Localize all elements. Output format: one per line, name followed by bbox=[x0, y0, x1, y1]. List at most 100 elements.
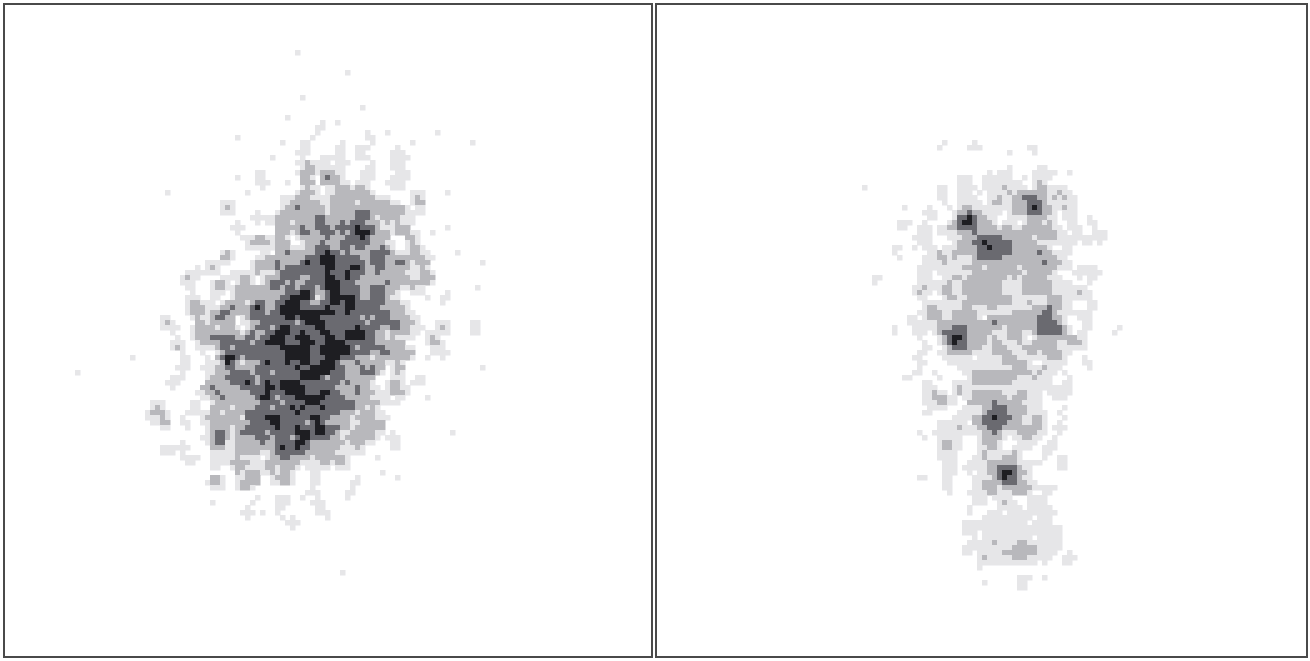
density-cell bbox=[285, 235, 291, 241]
density-cell bbox=[280, 325, 286, 331]
density-cell bbox=[967, 145, 973, 151]
density-cell bbox=[315, 185, 321, 191]
density-cell bbox=[320, 295, 326, 301]
density-cell bbox=[235, 300, 241, 306]
density-cell bbox=[1062, 355, 1068, 361]
density-cell bbox=[992, 210, 998, 216]
density-cell bbox=[325, 350, 331, 356]
density-cell bbox=[365, 375, 371, 381]
density-cell bbox=[290, 230, 296, 236]
density-cell bbox=[285, 465, 291, 471]
density-cell bbox=[260, 240, 266, 246]
density-cell bbox=[270, 395, 276, 401]
density-cell bbox=[335, 375, 341, 381]
density-cell bbox=[190, 405, 196, 411]
density-cell bbox=[280, 455, 286, 461]
density-cell bbox=[972, 145, 978, 151]
density-cell bbox=[957, 340, 963, 346]
density-cell bbox=[1062, 320, 1068, 326]
density-cell bbox=[1072, 225, 1078, 231]
density-cell bbox=[245, 190, 251, 196]
density-cell bbox=[420, 190, 426, 196]
density-cell bbox=[335, 290, 341, 296]
density-cell bbox=[445, 295, 451, 301]
density-cell bbox=[370, 140, 376, 146]
density-cell bbox=[220, 460, 226, 466]
density-cell bbox=[265, 430, 271, 436]
density-cell bbox=[957, 360, 963, 366]
density-cell bbox=[1012, 230, 1018, 236]
density-cell bbox=[300, 225, 306, 231]
density-cell bbox=[220, 200, 226, 206]
density-cell bbox=[1007, 270, 1013, 276]
density-cell bbox=[987, 205, 993, 211]
density-cell bbox=[315, 480, 321, 486]
density-cell bbox=[1007, 235, 1013, 241]
density-cell bbox=[310, 305, 316, 311]
density-cell bbox=[1047, 360, 1053, 366]
density-cell bbox=[987, 170, 993, 176]
density-cell bbox=[355, 425, 361, 431]
density-cell bbox=[922, 380, 928, 386]
density-cell bbox=[205, 340, 211, 346]
density-cell bbox=[1012, 300, 1018, 306]
density-cell bbox=[300, 295, 306, 301]
density-cell bbox=[982, 455, 988, 461]
density-cell bbox=[932, 255, 938, 261]
density-cell bbox=[325, 420, 331, 426]
density-cell bbox=[440, 345, 446, 351]
density-cell bbox=[927, 240, 933, 246]
density-cell bbox=[1007, 255, 1013, 261]
density-cell bbox=[1037, 510, 1043, 516]
density-cell bbox=[952, 325, 958, 331]
density-cell bbox=[270, 310, 276, 316]
density-cell bbox=[1082, 345, 1088, 351]
density-cell bbox=[215, 410, 221, 416]
density-cell bbox=[1027, 225, 1033, 231]
density-cell bbox=[1067, 250, 1073, 256]
density-cell bbox=[365, 195, 371, 201]
density-cell bbox=[972, 315, 978, 321]
density-cell bbox=[1057, 345, 1063, 351]
density-cell bbox=[285, 270, 291, 276]
density-cell bbox=[405, 255, 411, 261]
density-cell bbox=[360, 400, 366, 406]
density-cell bbox=[280, 385, 286, 391]
density-cell bbox=[932, 370, 938, 376]
density-cell bbox=[1002, 265, 1008, 271]
density-cell bbox=[305, 175, 311, 181]
density-cell bbox=[355, 400, 361, 406]
density-cell bbox=[1007, 345, 1013, 351]
density-cell bbox=[1077, 310, 1083, 316]
density-cell bbox=[320, 175, 326, 181]
density-cell bbox=[365, 325, 371, 331]
density-cell bbox=[265, 280, 271, 286]
density-cell bbox=[310, 430, 316, 436]
density-cell bbox=[245, 305, 251, 311]
density-cell bbox=[210, 365, 216, 371]
density-cell bbox=[395, 185, 401, 191]
density-cell bbox=[997, 505, 1003, 511]
density-cell bbox=[1047, 205, 1053, 211]
density-cell bbox=[245, 480, 251, 486]
density-cell bbox=[315, 225, 321, 231]
density-cell bbox=[280, 410, 286, 416]
density-cell bbox=[992, 415, 998, 421]
density-cell bbox=[1032, 500, 1038, 506]
density-cell bbox=[1032, 345, 1038, 351]
density-cell bbox=[275, 510, 281, 516]
density-cell bbox=[250, 425, 256, 431]
density-cell bbox=[1047, 305, 1053, 311]
density-cell bbox=[947, 220, 953, 226]
density-cell bbox=[345, 455, 351, 461]
density-cell bbox=[235, 365, 241, 371]
density-cell bbox=[325, 440, 331, 446]
density-cell bbox=[967, 320, 973, 326]
density-cell bbox=[230, 320, 236, 326]
density-cell bbox=[390, 280, 396, 286]
density-cell bbox=[1017, 485, 1023, 491]
density-cell bbox=[1012, 395, 1018, 401]
density-cell bbox=[962, 265, 968, 271]
density-cell bbox=[390, 375, 396, 381]
density-cell bbox=[1037, 325, 1043, 331]
